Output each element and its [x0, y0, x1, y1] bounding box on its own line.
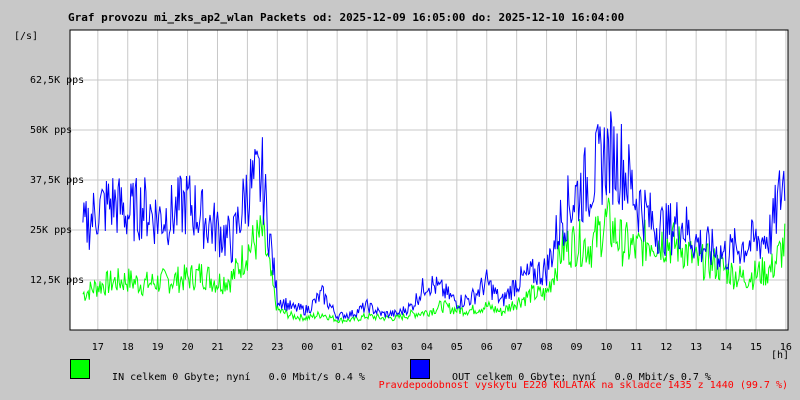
x-tick-label: 05	[451, 342, 463, 353]
x-tick-label: 02	[361, 342, 373, 353]
x-tick-label: 14	[720, 342, 732, 353]
chart-title: Graf provozu mi_zks_ap2_wlan Packets od:…	[68, 11, 625, 24]
x-tick-label: 18	[122, 342, 134, 353]
legend-out-rate: 0.0 Mbit/s 0.7 %	[614, 372, 711, 383]
y-axis-unit: [/s]	[14, 31, 39, 42]
x-tick-label: 15	[750, 342, 762, 353]
x-tick-label: 07	[511, 342, 523, 353]
x-tick-label: 19	[152, 342, 164, 353]
legend-in: IN celkem 0 Gbyte; nyní 0.0 Mbit/s 0.4 %	[100, 361, 365, 383]
y-tick-label: 37,5K pps	[30, 175, 84, 186]
y-tick-label: 62,5K pps	[30, 75, 84, 86]
x-tick-label: 17	[92, 342, 104, 353]
legend-in-label: IN celkem 0 Gbyte; nyní	[112, 372, 251, 383]
x-tick-label: 21	[211, 342, 223, 353]
x-tick-label: 08	[541, 342, 553, 353]
x-tick-label: 22	[241, 342, 253, 353]
x-tick-label: 13	[690, 342, 702, 353]
x-tick-label: 04	[421, 342, 433, 353]
x-tick-label: 03	[391, 342, 403, 353]
legend-out: OUT celkem 0 Gbyte; nyní 0.0 Mbit/s 0.7 …	[440, 361, 711, 383]
y-tick-label: 12,5K pps	[30, 275, 84, 286]
x-tick-label: 20	[182, 342, 194, 353]
x-tick-label: 10	[600, 342, 612, 353]
x-tick-label: 11	[630, 342, 642, 353]
x-tick-label: 00	[301, 342, 313, 353]
x-axis-unit: [h]	[771, 350, 790, 361]
series-in-line	[82, 197, 786, 325]
x-tick-label: 01	[331, 342, 343, 353]
x-tick-label: 09	[570, 342, 582, 353]
plot-frame	[69, 29, 789, 331]
x-tick-label: 06	[481, 342, 493, 353]
legend-out-swatch	[410, 359, 430, 379]
legend-out-label: OUT celkem 0 Gbyte; nyní	[452, 372, 597, 383]
x-tick-label: 16	[780, 342, 792, 353]
series-out-line	[82, 111, 786, 322]
legend-in-swatch	[70, 359, 90, 379]
x-tick-label: 12	[660, 342, 672, 353]
legend-in-rate: 0.0 Mbit/s 0.4 %	[268, 372, 365, 383]
x-tick-label: 23	[271, 342, 283, 353]
footer-note: Pravdepodobnost vyskytu E220 KULATAK na …	[378, 380, 788, 391]
y-tick-label: 25K pps	[30, 225, 72, 236]
y-tick-label: 50K pps	[30, 125, 72, 136]
